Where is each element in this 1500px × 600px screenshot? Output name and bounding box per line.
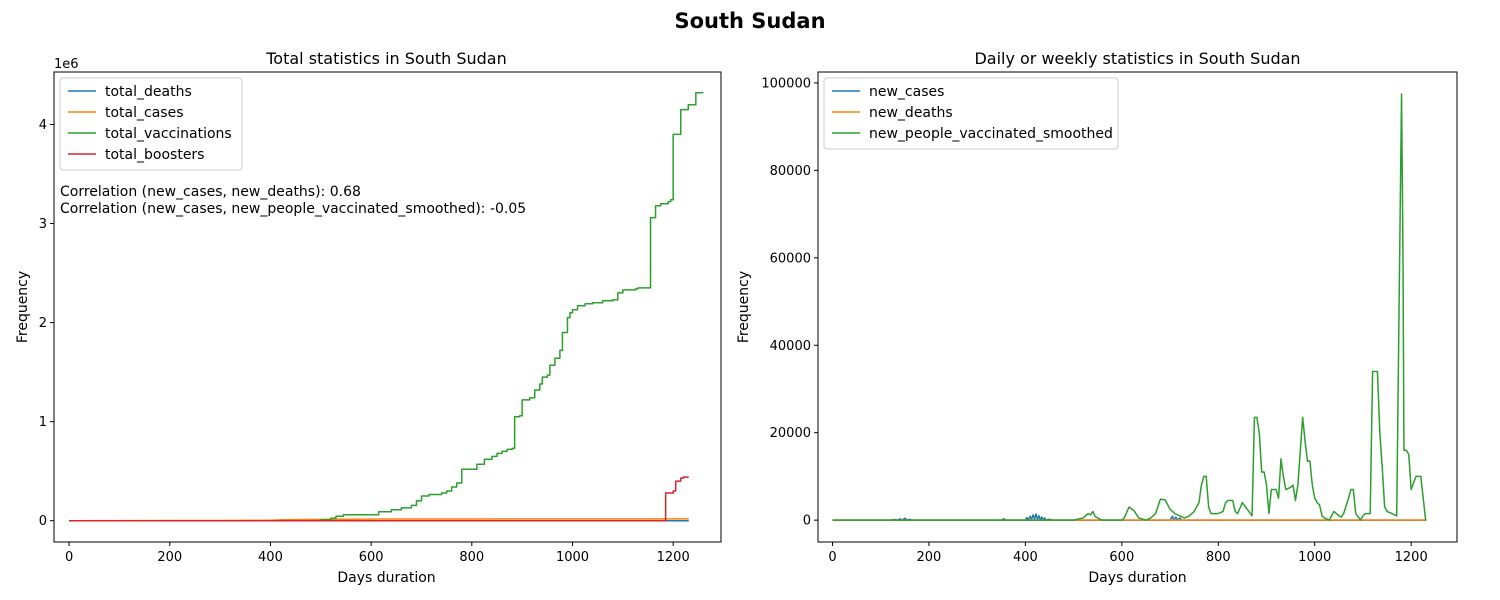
y-tick-label: 40000 (770, 339, 811, 354)
y-axis-label: Frequency (15, 271, 31, 343)
y-tick-label: 4 (39, 118, 47, 133)
legend-label: new_people_vaccinated_smoothed (869, 126, 1113, 142)
legend: new_cases new_deaths new_people_vaccinated… (823, 77, 1119, 150)
figure-suptitle: South Sudan (674, 9, 825, 33)
x-axis-label: Days duration (337, 570, 435, 586)
axes-frame (817, 71, 1458, 543)
x-tick-label: 200 (157, 550, 182, 565)
legend-label: total_boosters (105, 147, 204, 163)
y-tick-label: 60000 (770, 251, 811, 266)
chart-title: Daily or weekly statistics in South Suda… (974, 49, 1300, 68)
legend: total_deaths total_cases total_vaccination… (59, 77, 243, 171)
x-tick-label: 0 (828, 550, 836, 565)
x-tick-label: 1200 (1395, 550, 1428, 565)
x-tick-label: 200 (917, 550, 942, 565)
chart-title: Total statistics in South Sudan (265, 49, 507, 68)
x-axis-label: Days duration (1088, 570, 1186, 586)
y-tick-label: 2 (39, 316, 47, 331)
correlation-annotation-deaths: Correlation (new_cases, new_deaths): 0.6… (60, 184, 361, 200)
x-tick-label: 800 (459, 550, 484, 565)
x-tick-label: 600 (359, 550, 384, 565)
axes-frame (53, 71, 722, 543)
series-line-total-boosters (69, 476, 689, 522)
legend-frame (59, 77, 243, 171)
y-tick-label: 100000 (761, 76, 811, 91)
legend-label: new_deaths (869, 105, 953, 121)
legend-label: total_cases (105, 105, 184, 121)
legend-label: new_cases (869, 84, 944, 100)
x-tick-label: 1000 (1298, 550, 1331, 565)
y-tick-label: 1 (39, 415, 47, 430)
x-tick-label: 0 (65, 550, 73, 565)
legend-frame (823, 77, 1119, 150)
total-statistics-chart: Total statistics in South Sudan Days dur… (15, 49, 722, 586)
y-tick-label: 20000 (770, 426, 811, 441)
legend-label: total_deaths (105, 84, 192, 100)
series-line-new-cases (832, 513, 1427, 521)
y-tick-label: 0 (39, 514, 47, 529)
x-tick-label: 400 (258, 550, 283, 565)
y-offset-label: 1e6 (54, 57, 79, 72)
x-tick-label: 1000 (556, 550, 589, 565)
y-tick-label: 80000 (770, 164, 811, 179)
x-tick-label: 800 (1206, 550, 1231, 565)
x-tick-label: 1200 (657, 550, 690, 565)
y-axis-label: Frequency (736, 271, 752, 343)
x-tick-label: 600 (1109, 550, 1134, 565)
series-line-new-people-vaccinated-smoothed (832, 93, 1427, 521)
daily-weekly-statistics-chart: Daily or weekly statistics in South Suda… (736, 49, 1458, 586)
correlation-annotation-vaccinated: Correlation (new_cases, new_people_vacci… (60, 201, 526, 217)
y-tick-label: 0 (803, 514, 811, 529)
y-tick-label: 3 (39, 217, 47, 232)
legend-label: total_vaccinations (105, 126, 232, 142)
x-tick-label: 400 (1013, 550, 1038, 565)
series-line-total-vaccinations (69, 92, 704, 522)
